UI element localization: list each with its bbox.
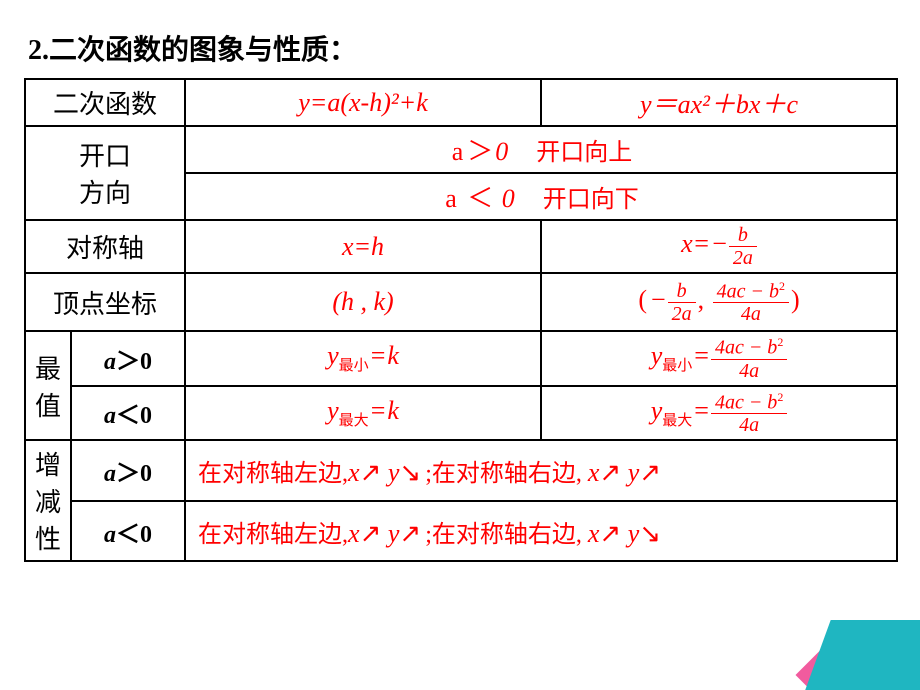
table-row: 对称轴 x=h x=−b2a — [25, 220, 897, 273]
ymax-general-form: y最大=4ac − b24a — [541, 386, 897, 441]
header-general-form: y＝ax²＋bx＋c — [541, 79, 897, 126]
header-label: 二次函数 — [25, 79, 185, 126]
ymin-general-form: y最小=4ac − b24a — [541, 331, 897, 386]
axis-vertex-form: x=h — [185, 220, 541, 273]
a-gt-0: a＞0 — [71, 440, 185, 501]
table-row: 顶点坐标 (h , k) (−b2a, 4ac − b24a) — [25, 273, 897, 331]
page-title: 2.二次函数的图象与性质： — [28, 28, 896, 68]
ymin-vertex-form: y最小=k — [185, 331, 541, 386]
mono-a-lt: 在对称轴左边,x↗ y↗ ;在对称轴右边, x↗ y↘ — [185, 501, 897, 562]
opening-label: 开口方向 — [25, 126, 185, 220]
table-row: 二次函数 y=a(x-h)²+k y＝ax²＋bx＋c — [25, 79, 897, 126]
table-row: 最值 a＞0 y最小=k y最小=4ac − b24a — [25, 331, 897, 386]
a-lt-0: a＜0 — [71, 386, 185, 441]
table-row: 开口方向 a＞0 开口向上 — [25, 126, 897, 173]
mono-a-gt: 在对称轴左边,x↗ y↘ ;在对称轴右边, x↗ y↗ — [185, 440, 897, 501]
extremum-label: 最值 — [25, 331, 71, 440]
opening-down: a ＜ 0 开口向下 — [185, 173, 897, 220]
vertex-label: 顶点坐标 — [25, 273, 185, 331]
table-row: a＜0 在对称轴左边,x↗ y↗ ;在对称轴右边, x↗ y↘ — [25, 501, 897, 562]
monotonicity-label: 增减性 — [25, 440, 71, 561]
axis-general-form: x=−b2a — [541, 220, 897, 273]
table-row: a＜0 y最大=k y最大=4ac − b24a — [25, 386, 897, 441]
a-gt-0: a＞0 — [71, 331, 185, 386]
vertex-general-form: (−b2a, 4ac − b24a) — [541, 273, 897, 331]
decorative-corner — [780, 620, 920, 690]
header-vertex-form: y=a(x-h)²+k — [185, 79, 541, 126]
opening-up: a＞0 开口向上 — [185, 126, 897, 173]
table-row: 增减性 a＞0 在对称轴左边,x↗ y↘ ;在对称轴右边, x↗ y↗ — [25, 440, 897, 501]
axis-label: 对称轴 — [25, 220, 185, 273]
vertex-vertex-form: (h , k) — [185, 273, 541, 331]
a-lt-0: a＜0 — [71, 501, 185, 562]
properties-table: 二次函数 y=a(x-h)²+k y＝ax²＋bx＋c 开口方向 a＞0 开口向… — [24, 78, 898, 562]
ymax-vertex-form: y最大=k — [185, 386, 541, 441]
